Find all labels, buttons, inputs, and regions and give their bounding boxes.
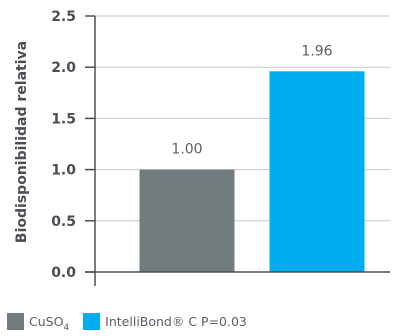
- y-tick-label: 1.5: [51, 111, 76, 127]
- bar-value-label: 1.96: [301, 43, 332, 59]
- y-axis-label: Biodisponibilidad relativa: [14, 41, 30, 243]
- y-tick-label: 2.0: [51, 60, 76, 76]
- y-tick-label: 0.5: [51, 214, 76, 230]
- y-tick-label: 0.0: [51, 265, 76, 281]
- legend-item-intellibond: IntelliBond® C P=0.03: [83, 312, 247, 330]
- axes: 0.0 0.5 1.0 1.5 2.0 2.5: [51, 9, 390, 286]
- y-tick-label: 1.0: [51, 163, 76, 179]
- bar-chart: 1.00 1.96 0.0 0.5 1.0 1.5 2.0 2.5 Biodisponibi…: [14, 9, 390, 286]
- legend-label-cuso4: CuSO4: [29, 313, 70, 333]
- legend: CuSO4 IntelliBond® C P=0.03: [7, 312, 261, 333]
- legend-item-cuso4: CuSO4: [7, 312, 70, 333]
- legend-label-intellibond: IntelliBond® C P=0.03: [105, 313, 247, 329]
- legend-swatch-intellibond: [83, 312, 101, 330]
- bars: 1.00 1.96: [139, 43, 365, 273]
- y-tick-label: 2.5: [51, 9, 76, 25]
- legend-swatch-cuso4: [7, 312, 24, 330]
- bar: [139, 169, 235, 272]
- bar-value-label: 1.00: [171, 142, 202, 158]
- bar: [269, 71, 365, 273]
